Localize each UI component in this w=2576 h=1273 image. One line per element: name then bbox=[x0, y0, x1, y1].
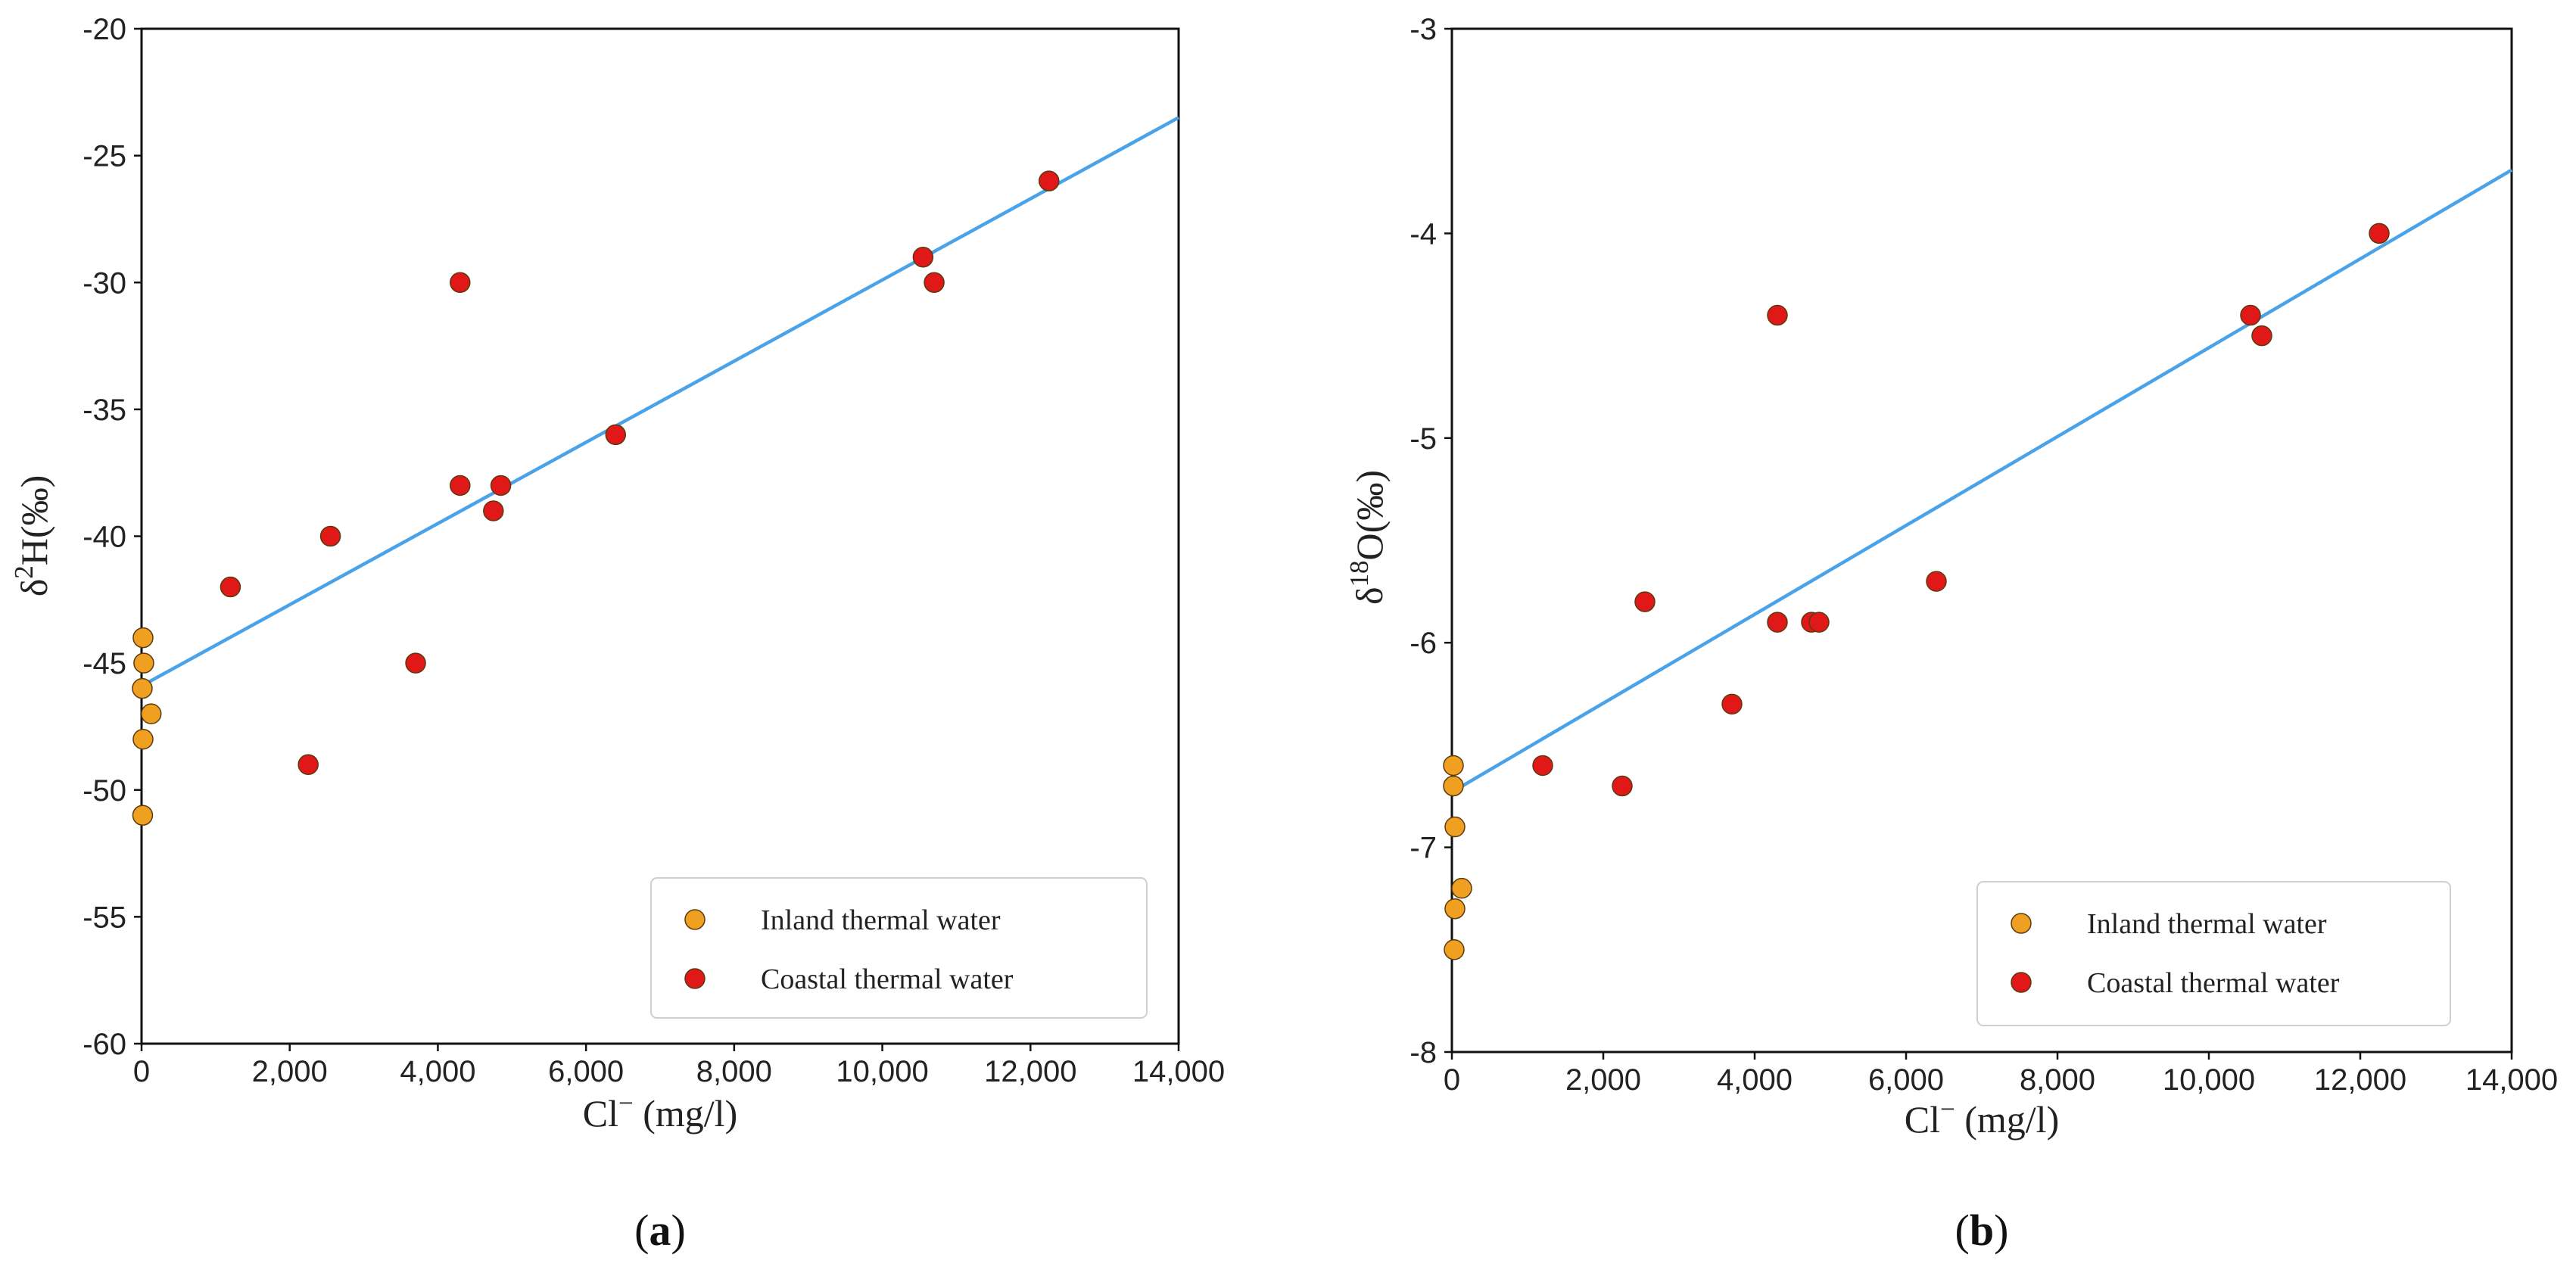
legend-inland-marker bbox=[684, 909, 706, 930]
coastal-point bbox=[1721, 693, 1743, 715]
y-tick-label: -8 bbox=[1409, 1036, 1437, 1069]
coastal-point bbox=[605, 424, 627, 446]
legend-inland-label: Inland thermal water bbox=[761, 904, 1001, 936]
coastal-point bbox=[1612, 775, 1633, 797]
x-tick-label: 8,000 bbox=[2020, 1063, 2095, 1097]
legend-coastal-label: Coastal thermal water bbox=[2087, 967, 2340, 999]
coastal-point bbox=[1039, 170, 1060, 191]
y-tick-label: -45 bbox=[83, 647, 126, 680]
x-tick-label: 6,000 bbox=[1868, 1063, 1944, 1097]
inland-point bbox=[1443, 755, 1464, 777]
x-tick-label: 12,000 bbox=[984, 1055, 1076, 1088]
inland-point bbox=[1444, 939, 1465, 960]
coastal-point bbox=[1532, 755, 1553, 777]
x-tick-label: 8,000 bbox=[696, 1055, 772, 1088]
x-tick-label: 10,000 bbox=[2163, 1063, 2255, 1097]
coastal-point bbox=[297, 754, 319, 775]
legend-box bbox=[650, 877, 1148, 1019]
y-axis-label: δ18O(‰) bbox=[1344, 470, 1391, 605]
coastal-point bbox=[1808, 612, 1830, 633]
legend-box bbox=[1976, 881, 2451, 1026]
coastal-point bbox=[1926, 571, 1947, 592]
legend: Inland thermal water Coastal thermal wate… bbox=[650, 877, 1148, 1019]
panel-label: (b) bbox=[1955, 1206, 2009, 1255]
inland-point bbox=[140, 703, 162, 724]
y-axis-label: δ2H(‰) bbox=[9, 475, 56, 596]
x-tick-label: 0 bbox=[1444, 1063, 1460, 1097]
inland-point bbox=[1444, 898, 1466, 920]
coastal-point bbox=[483, 500, 504, 521]
x-tick-label: 2,000 bbox=[252, 1055, 328, 1088]
inland-point bbox=[132, 728, 154, 750]
inland-point bbox=[1451, 877, 1472, 899]
x-tick-label: 6,000 bbox=[548, 1055, 624, 1088]
y-tick-label: -25 bbox=[83, 140, 126, 173]
coastal-point bbox=[220, 576, 241, 598]
x-tick-label: 12,000 bbox=[2314, 1063, 2406, 1097]
x-tick-label: 2,000 bbox=[1565, 1063, 1641, 1097]
y-tick-label: -55 bbox=[83, 901, 126, 934]
y-tick-label: -20 bbox=[83, 13, 126, 46]
coastal-point bbox=[924, 272, 945, 293]
inland-point bbox=[1443, 775, 1464, 797]
y-tick-label: -4 bbox=[1409, 217, 1437, 251]
coastal-point bbox=[450, 272, 471, 293]
x-tick-label: 4,000 bbox=[400, 1055, 475, 1088]
y-tick-label: -50 bbox=[83, 774, 126, 808]
y-tick-label: -6 bbox=[1409, 627, 1437, 660]
legend-coastal-label: Coastal thermal water bbox=[761, 963, 1014, 995]
coastal-point bbox=[2369, 223, 2390, 244]
regression-line bbox=[1450, 168, 2513, 794]
inland-point bbox=[133, 652, 154, 674]
regression-line bbox=[140, 116, 1180, 688]
legend-coastal-marker bbox=[2011, 972, 2032, 993]
panel-label: (a) bbox=[634, 1206, 686, 1255]
legend-inland-marker bbox=[2011, 913, 2032, 934]
y-tick-label: -60 bbox=[83, 1028, 126, 1061]
y-tick-label: -5 bbox=[1409, 422, 1437, 456]
x-tick-label: 4,000 bbox=[1717, 1063, 1793, 1097]
coastal-point bbox=[2251, 325, 2272, 347]
plot-frame bbox=[1450, 27, 2513, 1054]
inland-point bbox=[132, 627, 154, 649]
panel-b-chart: 0 2,000 4,000 6,000 8,000 10,000 12,000 14,000 -… bbox=[1344, 13, 2559, 1255]
legend-coastal-marker bbox=[684, 968, 706, 989]
coastal-point bbox=[1767, 304, 1788, 326]
coastal-point bbox=[912, 246, 934, 268]
x-tick-label: 14,000 bbox=[1132, 1055, 1225, 1088]
inland-point bbox=[132, 677, 153, 699]
coastal-point bbox=[450, 475, 471, 496]
x-tick-label: 10,000 bbox=[836, 1055, 928, 1088]
x-axis-label: Cl− (mg/l) bbox=[583, 1088, 737, 1135]
coastal-point bbox=[2240, 304, 2261, 326]
inland-point bbox=[132, 805, 154, 826]
coastal-point bbox=[490, 475, 512, 496]
x-axis-label: Cl− (mg/l) bbox=[1905, 1094, 2059, 1141]
y-tick-label: -30 bbox=[83, 266, 126, 300]
legend-inland-label: Inland thermal water bbox=[2087, 908, 2327, 940]
coastal-point bbox=[1767, 612, 1788, 633]
y-tick-label: -35 bbox=[83, 394, 126, 427]
legend: Inland thermal water Coastal thermal wate… bbox=[1976, 881, 2451, 1026]
coastal-point bbox=[1634, 591, 1656, 612]
x-tick-label: 14,000 bbox=[2465, 1063, 2558, 1097]
y-tick-label: -40 bbox=[83, 521, 126, 554]
y-tick-label: -3 bbox=[1409, 13, 1437, 46]
coastal-point bbox=[319, 525, 341, 547]
panel-a-chart: 0 2,000 4,000 6,000 8,000 10,000 12,000 14,000 -… bbox=[9, 13, 1226, 1255]
inland-point bbox=[1444, 816, 1466, 838]
coastal-point bbox=[405, 652, 426, 674]
x-tick-label: 0 bbox=[133, 1055, 150, 1088]
y-tick-label: -7 bbox=[1409, 832, 1437, 865]
